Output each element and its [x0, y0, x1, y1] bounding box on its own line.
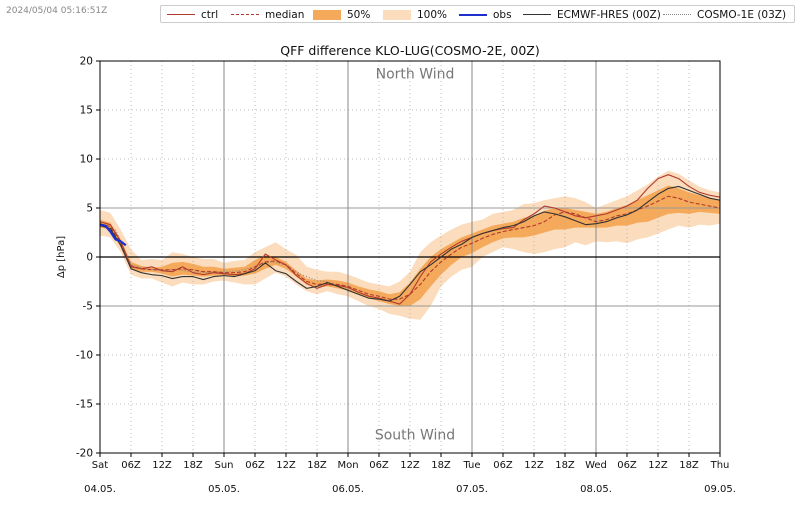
x-tick-date-label: 05.05.: [208, 484, 240, 495]
y-tick-label: 20: [80, 56, 93, 68]
x-tick-label: 18Z: [679, 460, 699, 471]
series-line-median: [99, 195, 721, 300]
x-tick-label: Thu: [710, 460, 730, 471]
legend-item-obs: obs: [459, 6, 512, 24]
legend-item-100pct: 100%: [383, 6, 447, 24]
series-line-obs: [99, 223, 127, 247]
chart-title: QFF difference KLO-LUG(COSMO-2E, 00Z): [280, 43, 540, 58]
legend-label: 50%: [347, 9, 371, 21]
legend-item-median: median: [231, 6, 304, 24]
x-tick-label: 18Z: [307, 460, 327, 471]
legend-swatch-ctrl: [167, 10, 195, 20]
x-tick-label: 12Z: [152, 460, 172, 471]
legend-item-ctrl: ctrl: [167, 6, 218, 24]
x-tick-date-label: 06.05.: [332, 484, 364, 495]
legend-swatch-50pct: [313, 10, 341, 20]
legend-item-ecmwf: ECMWF-HRES (00Z): [523, 6, 661, 24]
y-axis-label: Δp [hPa]: [56, 236, 67, 278]
series-line-ecmwf-hres-00z: [99, 185, 721, 302]
annotation-label: North Wind: [376, 67, 455, 83]
legend-swatch-cosmo1e: [663, 10, 691, 20]
legend-label: COSMO-1E (03Z): [697, 9, 787, 21]
series-lines: [99, 174, 721, 305]
x-tick-date-label: 09.05.: [704, 484, 736, 495]
legend-item-cosmo1e: COSMO-1E (03Z): [663, 6, 786, 24]
legend-item-50pct: 50%: [313, 6, 370, 24]
x-tick-date-label: 04.05.: [84, 484, 116, 495]
series-line-ctrl: [99, 174, 721, 305]
y-tick-label: 0: [86, 252, 93, 264]
x-tick-label: 06Z: [493, 460, 513, 471]
legend-label: 100%: [417, 9, 448, 21]
x-tick-label: 12Z: [524, 460, 544, 471]
x-tick-label: Mon: [337, 460, 358, 471]
legend-swatch-100pct: [383, 10, 411, 20]
grid: [100, 61, 720, 453]
series-line-cosmo-1e-03z: [114, 229, 333, 284]
legend-swatch-ecmwf: [523, 10, 551, 20]
x-tick-label: Sun: [214, 460, 233, 471]
legend-label: obs: [493, 9, 512, 21]
x-tick-label: 12Z: [400, 460, 420, 471]
legend-label: ECMWF-HRES (00Z): [557, 9, 661, 21]
x-tick-label: 18Z: [431, 460, 451, 471]
x-tick-label: Sat: [92, 460, 108, 471]
legend: ctrl median 50% 100% obs ECMWF-HRES (00Z…: [160, 5, 795, 23]
annotation-label: South Wind: [375, 427, 455, 443]
x-tick-label: Wed: [585, 460, 607, 471]
y-tick-label: 5: [86, 203, 93, 215]
legend-label: ctrl: [201, 9, 219, 21]
y-tick-label: -5: [83, 301, 93, 313]
x-tick-label: 12Z: [648, 460, 668, 471]
x-tick-label: 06Z: [369, 460, 389, 471]
x-tick-label: 06Z: [245, 460, 265, 471]
x-tick-date-label: 08.05.: [580, 484, 612, 495]
y-tick-label: -10: [76, 350, 93, 362]
y-tick-label: -15: [76, 399, 93, 411]
y-tick-label: 10: [80, 154, 93, 166]
band-50pct: [100, 185, 720, 306]
legend-label: median: [265, 9, 305, 21]
legend-swatch-median: [231, 10, 259, 20]
x-tick-date-label: 07.05.: [456, 484, 488, 495]
x-tick-label: 06Z: [617, 460, 637, 471]
timestamp: 2024/05/04 05:16:51Z: [6, 6, 108, 16]
x-tick-label: Tue: [462, 460, 480, 471]
y-tick-label: 15: [80, 105, 93, 117]
x-tick-label: 06Z: [121, 460, 141, 471]
x-tick-label: 12Z: [276, 460, 296, 471]
y-tick-label: -20: [76, 448, 93, 460]
x-tick-label: 18Z: [555, 460, 575, 471]
x-tick-label: 18Z: [183, 460, 203, 471]
annotations: North Wind South Wind: [375, 67, 455, 444]
legend-swatch-obs: [459, 10, 487, 20]
